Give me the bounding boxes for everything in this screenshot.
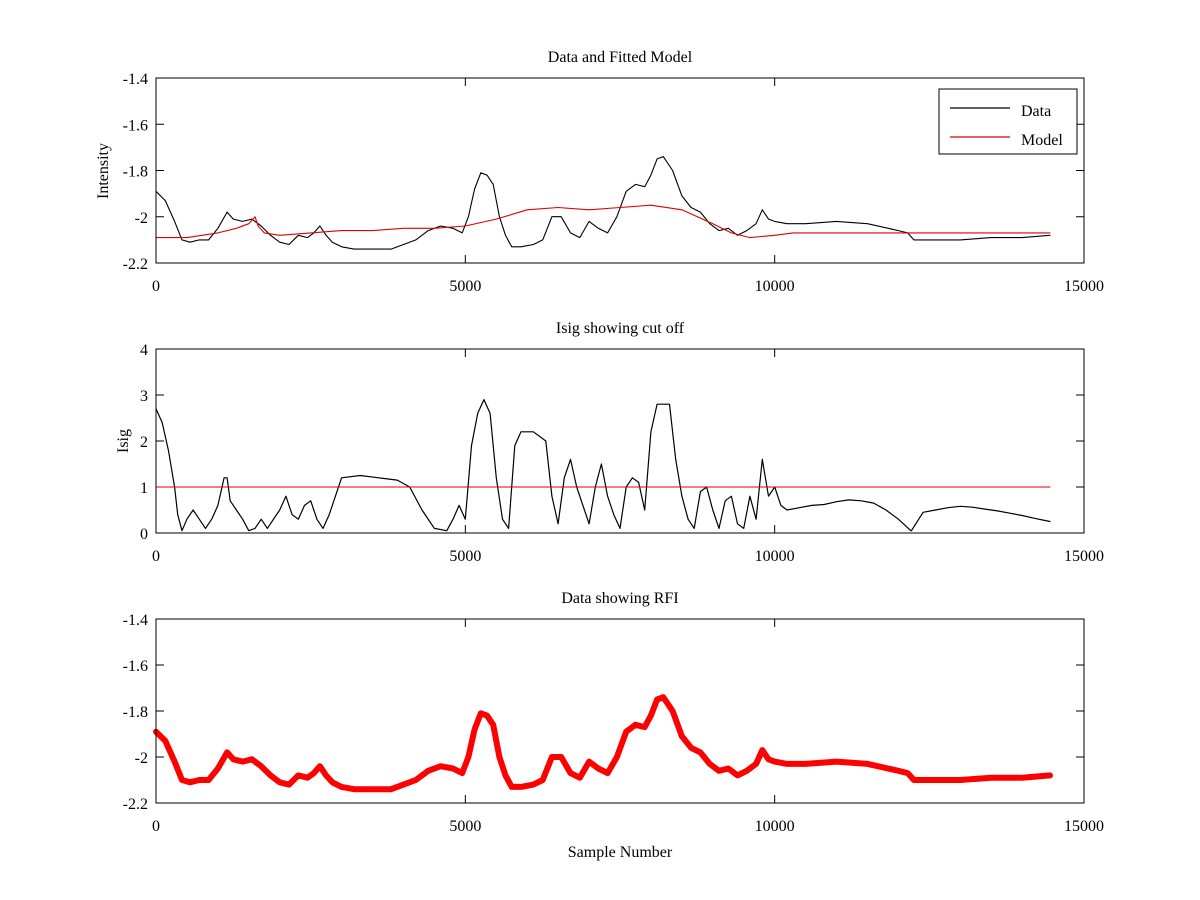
panel-3-title: Data showing RFI (561, 590, 678, 607)
x-tick-label: 15000 (1064, 818, 1104, 835)
y-tick-label: 1 (140, 480, 148, 497)
series-line-series-0 (153, 694, 1053, 793)
x-tick-label: 5000 (449, 548, 481, 565)
x-tick-label: 0 (152, 818, 160, 835)
y-tick-label: -2.2 (123, 256, 148, 273)
x-tick-label: 5000 (449, 278, 481, 295)
y-tick-label: -1.6 (123, 658, 148, 675)
panel-2-axes-box (155, 348, 1085, 534)
panel-2-title: Isig showing cut off (556, 320, 685, 337)
y-tick-label: -1.4 (123, 71, 148, 88)
x-tick-label: 10000 (755, 818, 795, 835)
panel-data-and-model: Data and Fitted Model Intensity 0 5000 100… (95, 49, 1104, 295)
y-tick-label: 0 (140, 526, 148, 543)
y-tick-label: -2 (135, 210, 148, 227)
panel-isig: Isig showing cut off Isig 0 5000 10000 1500… (115, 320, 1104, 565)
series-line-data (155, 156, 1051, 250)
x-tick-label: 15000 (1064, 548, 1104, 565)
series-line-model (155, 204, 1051, 239)
panel-1-ticks: 0 5000 10000 15000 -2.2 -2 -1.8 -1.6 -1.4 (123, 71, 1104, 295)
x-tick-label: 0 (152, 548, 160, 565)
legend: Data Model (938, 88, 1078, 155)
panel-3-ticks: 0 5000 10000 15000 -2.2 -2 -1.8 -1.6 -1.4 (123, 612, 1104, 835)
panel-1-ylabel: Intensity (95, 143, 112, 199)
y-tick-label: 4 (140, 342, 148, 359)
x-tick-label: 10000 (755, 548, 795, 565)
legend-data-label: Data (1021, 103, 1051, 120)
panel-2-ticks: 0 5000 10000 15000 0 1 2 3 4 (140, 342, 1104, 565)
panel-2-lines (155, 399, 1051, 532)
y-tick-label: -2.2 (123, 796, 148, 813)
y-tick-label: -1.4 (123, 612, 148, 629)
legend-box (938, 88, 1078, 155)
panel-3-lines (153, 694, 1053, 793)
y-tick-label: -1.6 (123, 117, 148, 134)
series-line-series-0 (155, 399, 1051, 532)
y-tick-label: -1.8 (123, 704, 148, 721)
y-tick-label: -1.8 (123, 164, 148, 181)
x-tick-label: 5000 (449, 818, 481, 835)
panel-1-axes-box (155, 77, 1085, 264)
x-tick-label: 0 (152, 278, 160, 295)
panel-3-xlabel: Sample Number (568, 844, 673, 861)
panel-rfi: Data showing RFI 0 5000 10000 15000 -2.2 -2 -1… (123, 590, 1104, 861)
x-tick-label: 10000 (755, 278, 795, 295)
panel-3-axes-box (155, 618, 1085, 804)
x-tick-label: 15000 (1064, 278, 1104, 295)
panel-1-lines (155, 156, 1051, 250)
y-tick-label: -2 (135, 750, 148, 767)
panel-2-ylabel: Isig (115, 429, 132, 453)
panel-1-title: Data and Fitted Model (548, 49, 693, 66)
y-tick-label: 3 (140, 388, 148, 405)
y-tick-label: 2 (140, 434, 148, 451)
legend-model-label: Model (1021, 132, 1063, 149)
